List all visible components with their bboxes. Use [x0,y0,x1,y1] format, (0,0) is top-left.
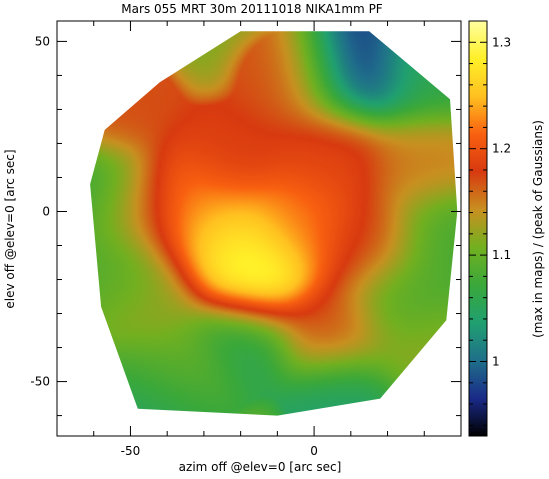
y-tick-label: 50 [35,34,50,48]
y-axis-label: elev off @elev=0 [arc sec] [3,149,17,308]
colorbar-ticks [469,20,487,426]
colorbar [468,20,488,437]
plot-tick-labels: -50 0 -50 0 50 [30,34,318,458]
colorbar-label: (max in maps) / (peak of Gaussians) [531,120,545,338]
colorbar-tick-label: 1 [492,355,500,369]
plot-ticks [56,21,462,436]
colorbar-tick-labels: 1 1.1 1.2 1.3 [492,35,511,368]
heatmap-image [90,31,458,416]
chart-title: Mars 055 MRT 30m 20111018 NIKA1mm PF [121,2,383,16]
x-tick-label: -50 [121,444,141,458]
y-tick-label: 0 [42,204,50,218]
x-axis-label: azim off @elev=0 [arc sec] [179,460,342,474]
y-tick-label: -50 [30,375,50,389]
colorbar-tick-label: 1.3 [492,35,511,49]
heatmap-raster [90,31,458,416]
x-tick-label: 0 [310,444,318,458]
colorbar-tick-label: 1.1 [492,248,511,262]
colorbar-tick-label: 1.2 [492,142,511,156]
plot-frame [56,20,462,437]
